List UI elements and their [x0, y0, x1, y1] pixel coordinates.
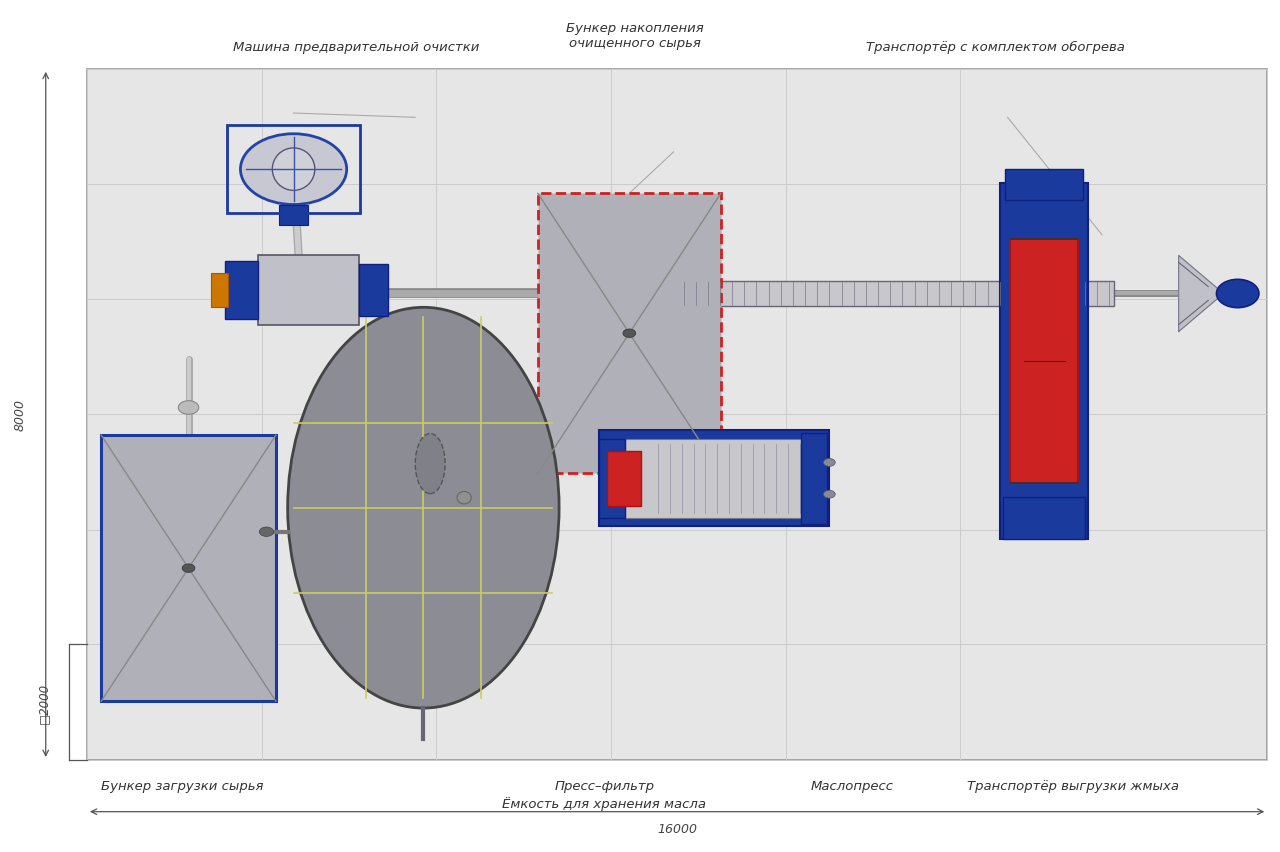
Bar — [259, 256, 358, 325]
Ellipse shape — [457, 492, 471, 504]
Circle shape — [182, 564, 195, 573]
Text: Ёмкость для хранения масла: Ёмкость для хранения масла — [502, 796, 707, 809]
Bar — [225, 262, 259, 320]
Polygon shape — [1179, 256, 1224, 332]
Text: Бункер загрузки сырья: Бункер загрузки сырья — [101, 779, 262, 792]
Bar — [608, 451, 640, 507]
Bar — [227, 126, 360, 214]
Bar — [1002, 498, 1085, 539]
Text: Машина предварительной очистки: Машина предварительной очистки — [233, 41, 479, 55]
Ellipse shape — [415, 434, 445, 494]
Bar — [625, 439, 814, 518]
Bar — [1010, 239, 1078, 483]
Bar — [1001, 184, 1088, 539]
Text: Маслопресс: Маслопресс — [812, 779, 893, 792]
Text: Пресс–фильтр: Пресс–фильтр — [554, 779, 654, 792]
Bar — [801, 434, 827, 524]
Ellipse shape — [288, 308, 559, 708]
Bar — [599, 439, 625, 518]
Text: Бункер накопления
очищенного сырья: Бункер накопления очищенного сырья — [566, 22, 704, 49]
Bar — [211, 273, 228, 308]
Text: Транспортёр с комплектом обогрева: Транспортёр с комплектом обогрева — [867, 41, 1125, 55]
Circle shape — [241, 135, 347, 205]
Text: □2000: □2000 — [37, 682, 50, 722]
Text: Транспортёр выгрузки жмыха: Транспортёр выгрузки жмыха — [966, 779, 1179, 792]
Text: 8000: 8000 — [13, 399, 27, 431]
Text: 16000: 16000 — [657, 822, 698, 836]
Circle shape — [823, 459, 836, 467]
Circle shape — [823, 491, 836, 498]
Bar — [599, 431, 829, 527]
Ellipse shape — [273, 149, 315, 191]
Bar — [87, 70, 1267, 760]
Bar — [538, 194, 721, 474]
Bar — [101, 435, 276, 701]
Bar — [279, 205, 307, 226]
Bar — [358, 265, 388, 317]
Circle shape — [623, 330, 636, 338]
Circle shape — [260, 527, 274, 537]
Bar — [677, 282, 1114, 307]
Circle shape — [1216, 280, 1260, 308]
Circle shape — [178, 401, 198, 415]
Bar — [1005, 170, 1083, 201]
